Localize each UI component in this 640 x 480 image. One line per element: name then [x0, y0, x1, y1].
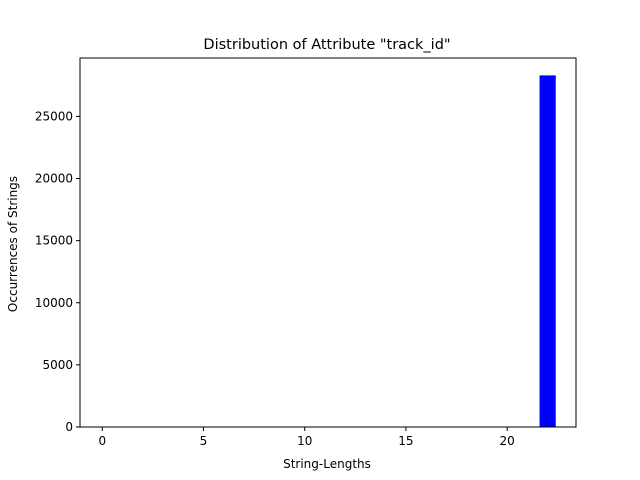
x-tick-label: 5 — [200, 434, 208, 448]
y-tick-label: 10000 — [35, 296, 73, 310]
y-tick-label: 15000 — [35, 234, 73, 248]
y-tick-label: 20000 — [35, 172, 73, 186]
y-tick-label: 5000 — [42, 358, 73, 372]
y-tick-label: 0 — [65, 420, 73, 434]
x-tick-label: 10 — [297, 434, 312, 448]
x-tick-label: 0 — [98, 434, 106, 448]
y-tick-label: 25000 — [35, 109, 73, 123]
axes-frame — [79, 57, 577, 428]
chart-title: Distribution of Attribute "track_id" — [203, 37, 450, 53]
x-tick-label: 15 — [398, 434, 413, 448]
x-axis-label: String-Lengths — [283, 457, 371, 471]
plot-area: 0 5 10 15 20 0 5000 10000 15000 20000 25000 — [35, 57, 577, 448]
bar — [539, 75, 556, 428]
x-tick-label: 20 — [500, 434, 515, 448]
y-axis-label: Occurrences of Strings — [6, 176, 20, 312]
